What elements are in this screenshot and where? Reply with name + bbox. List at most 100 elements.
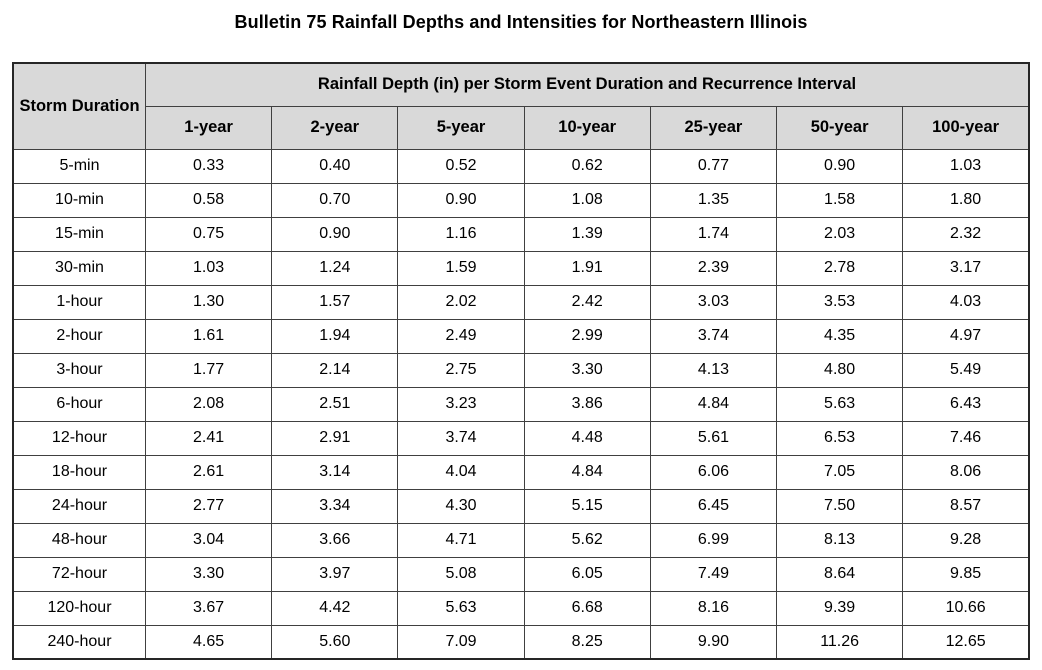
storm-duration-cell: 10-min — [12, 182, 146, 218]
page-title: Bulletin 75 Rainfall Depths and Intensit… — [234, 12, 808, 32]
rainfall-depth-cell: 2.08 — [144, 386, 273, 422]
rainfall-depth-cell: 1.08 — [523, 182, 651, 218]
table-row: 18-hour 2.61 3.14 4.04 4.84 6.06 7.05 8.06 — [12, 454, 1030, 490]
rainfall-depth-cell: 8.13 — [776, 522, 904, 558]
rainfall-depth-cell: 7.05 — [776, 454, 904, 490]
rainfall-depth-cell: 4.48 — [523, 420, 651, 456]
table-row: 72-hour 3.30 3.97 5.08 6.05 7.49 8.64 9.85 — [12, 556, 1030, 592]
storm-duration-cell: 72-hour — [12, 556, 146, 592]
rainfall-depth-cell: 0.62 — [523, 148, 651, 184]
rainfall-depth-span-header: Rainfall Depth (in) per Storm Event Dura… — [145, 62, 1030, 107]
storm-duration-cell: 120-hour — [12, 590, 146, 626]
rainfall-depth-cell: 1.74 — [649, 216, 778, 252]
rainfall-depth-cell: 0.52 — [397, 148, 525, 184]
rainfall-depth-cell: 2.51 — [271, 386, 399, 422]
table-row: 5-min 0.33 0.40 0.52 0.62 0.77 0.90 1.03 — [12, 148, 1030, 184]
rainfall-depth-cell: 1.61 — [144, 318, 273, 354]
rainfall-depth-cell: 4.97 — [902, 318, 1030, 354]
rainfall-depth-cell: 0.90 — [271, 216, 399, 252]
rainfall-depth-cell: 3.30 — [523, 352, 651, 388]
rainfall-depth-cell: 2.42 — [523, 284, 651, 320]
rainfall-depth-cell: 1.24 — [271, 250, 399, 286]
rainfall-depth-cell: 3.97 — [271, 556, 399, 592]
rainfall-depth-cell: 3.67 — [144, 590, 273, 626]
rainfall-depth-cell: 7.49 — [649, 556, 778, 592]
rainfall-depth-cell: 1.16 — [397, 216, 525, 252]
rainfall-depth-cell: 5.15 — [523, 488, 651, 524]
rainfall-depth-cell: 2.03 — [776, 216, 904, 252]
rainfall-depth-cell: 0.40 — [271, 148, 399, 184]
rainfall-depth-cell: 5.60 — [271, 624, 399, 660]
rainfall-depth-cell: 3.74 — [397, 420, 525, 456]
rainfall-depth-cell: 6.53 — [776, 420, 904, 456]
rainfall-depth-cell: 4.84 — [649, 386, 778, 422]
rainfall-depth-cell: 10.66 — [902, 590, 1030, 626]
rainfall-depth-cell: 2.39 — [649, 250, 778, 286]
rainfall-depth-cell: 8.57 — [902, 488, 1030, 524]
storm-duration-cell: 6-hour — [12, 386, 146, 422]
rainfall-depth-cell: 2.91 — [271, 420, 399, 456]
table-row: 12-hour 2.41 2.91 3.74 4.48 5.61 6.53 7.46 — [12, 420, 1030, 456]
rainfall-depth-cell: 4.65 — [144, 624, 273, 660]
column-header-100-year: 100-year — [902, 105, 1030, 150]
rainfall-depth-cell: 7.46 — [902, 420, 1030, 456]
table-row: 10-min 0.58 0.70 0.90 1.08 1.35 1.58 1.80 — [12, 182, 1030, 218]
table-row: 30-min 1.03 1.24 1.59 1.91 2.39 2.78 3.17 — [12, 250, 1030, 286]
rainfall-depth-cell: 0.90 — [776, 148, 904, 184]
rainfall-depth-cell: 1.58 — [776, 182, 904, 218]
storm-duration-cell: 48-hour — [12, 522, 146, 558]
table-row: 6-hour 2.08 2.51 3.23 3.86 4.84 5.63 6.43 — [12, 386, 1030, 422]
rainfall-depth-cell: 4.30 — [397, 488, 525, 524]
rainfall-depth-cell: 8.64 — [776, 556, 904, 592]
rainfall-depth-cell: 3.17 — [902, 250, 1030, 286]
rainfall-depth-cell: 0.58 — [144, 182, 273, 218]
column-header-5-year: 5-year — [397, 105, 525, 150]
column-header-10-year: 10-year — [523, 105, 651, 150]
rainfall-depth-cell: 0.70 — [271, 182, 399, 218]
rainfall-depth-cell: 2.61 — [144, 454, 273, 490]
rainfall-depth-cell: 3.23 — [397, 386, 525, 422]
rainfall-depth-cell: 3.66 — [271, 522, 399, 558]
rainfall-depth-cell: 8.25 — [523, 624, 651, 660]
rainfall-depth-cell: 4.84 — [523, 454, 651, 490]
storm-duration-cell: 3-hour — [12, 352, 146, 388]
rainfall-depth-cell: 1.94 — [271, 318, 399, 354]
rainfall-depth-cell: 0.33 — [144, 148, 273, 184]
table-body: 5-min 0.33 0.40 0.52 0.62 0.77 0.90 1.03 10-min 0… — [12, 148, 1030, 660]
rainfall-depth-cell: 2.14 — [271, 352, 399, 388]
table-row: 24-hour 2.77 3.34 4.30 5.15 6.45 7.50 8.57 — [12, 488, 1030, 524]
rainfall-depth-cell: 1.39 — [523, 216, 651, 252]
rainfall-depth-cell: 4.71 — [397, 522, 525, 558]
rainfall-depth-cell: 4.13 — [649, 352, 778, 388]
rainfall-depth-cell: 4.35 — [776, 318, 904, 354]
column-header-25-year: 25-year — [649, 105, 778, 150]
column-header-1-year: 1-year — [144, 105, 273, 150]
rainfall-depth-cell: 2.32 — [902, 216, 1030, 252]
rainfall-depth-cell: 5.63 — [776, 386, 904, 422]
rainfall-depth-cell: 6.06 — [649, 454, 778, 490]
table-row: 3-hour 1.77 2.14 2.75 3.30 4.13 4.80 5.49 — [12, 352, 1030, 388]
rainfall-depth-cell: 1.30 — [144, 284, 273, 320]
rainfall-depth-cell: 9.39 — [776, 590, 904, 626]
rainfall-depth-cell: 6.05 — [523, 556, 651, 592]
rainfall-depth-cell: 2.75 — [397, 352, 525, 388]
rainfall-depth-cell: 0.75 — [144, 216, 273, 252]
rainfall-depth-cell: 5.08 — [397, 556, 525, 592]
rainfall-depth-cell: 6.43 — [902, 386, 1030, 422]
rainfall-depth-cell: 4.80 — [776, 352, 904, 388]
rainfall-depth-cell: 7.50 — [776, 488, 904, 524]
rainfall-depth-cell: 8.06 — [902, 454, 1030, 490]
rainfall-depth-cell: 2.78 — [776, 250, 904, 286]
column-header-2-year: 2-year — [271, 105, 399, 150]
rainfall-depth-cell: 0.90 — [397, 182, 525, 218]
rainfall-depth-cell: 8.16 — [649, 590, 778, 626]
header-row-span: Storm Duration Rainfall Depth (in) per S… — [12, 62, 1030, 150]
rainfall-depth-cell: 1.59 — [397, 250, 525, 286]
storm-duration-cell: 12-hour — [12, 420, 146, 456]
rainfall-depth-cell: 1.03 — [144, 250, 273, 286]
rainfall-depth-cell: 7.09 — [397, 624, 525, 660]
rainfall-depth-cell: 4.04 — [397, 454, 525, 490]
storm-duration-cell: 15-min — [12, 216, 146, 252]
table-row: 2-hour 1.61 1.94 2.49 2.99 3.74 4.35 4.97 — [12, 318, 1030, 354]
